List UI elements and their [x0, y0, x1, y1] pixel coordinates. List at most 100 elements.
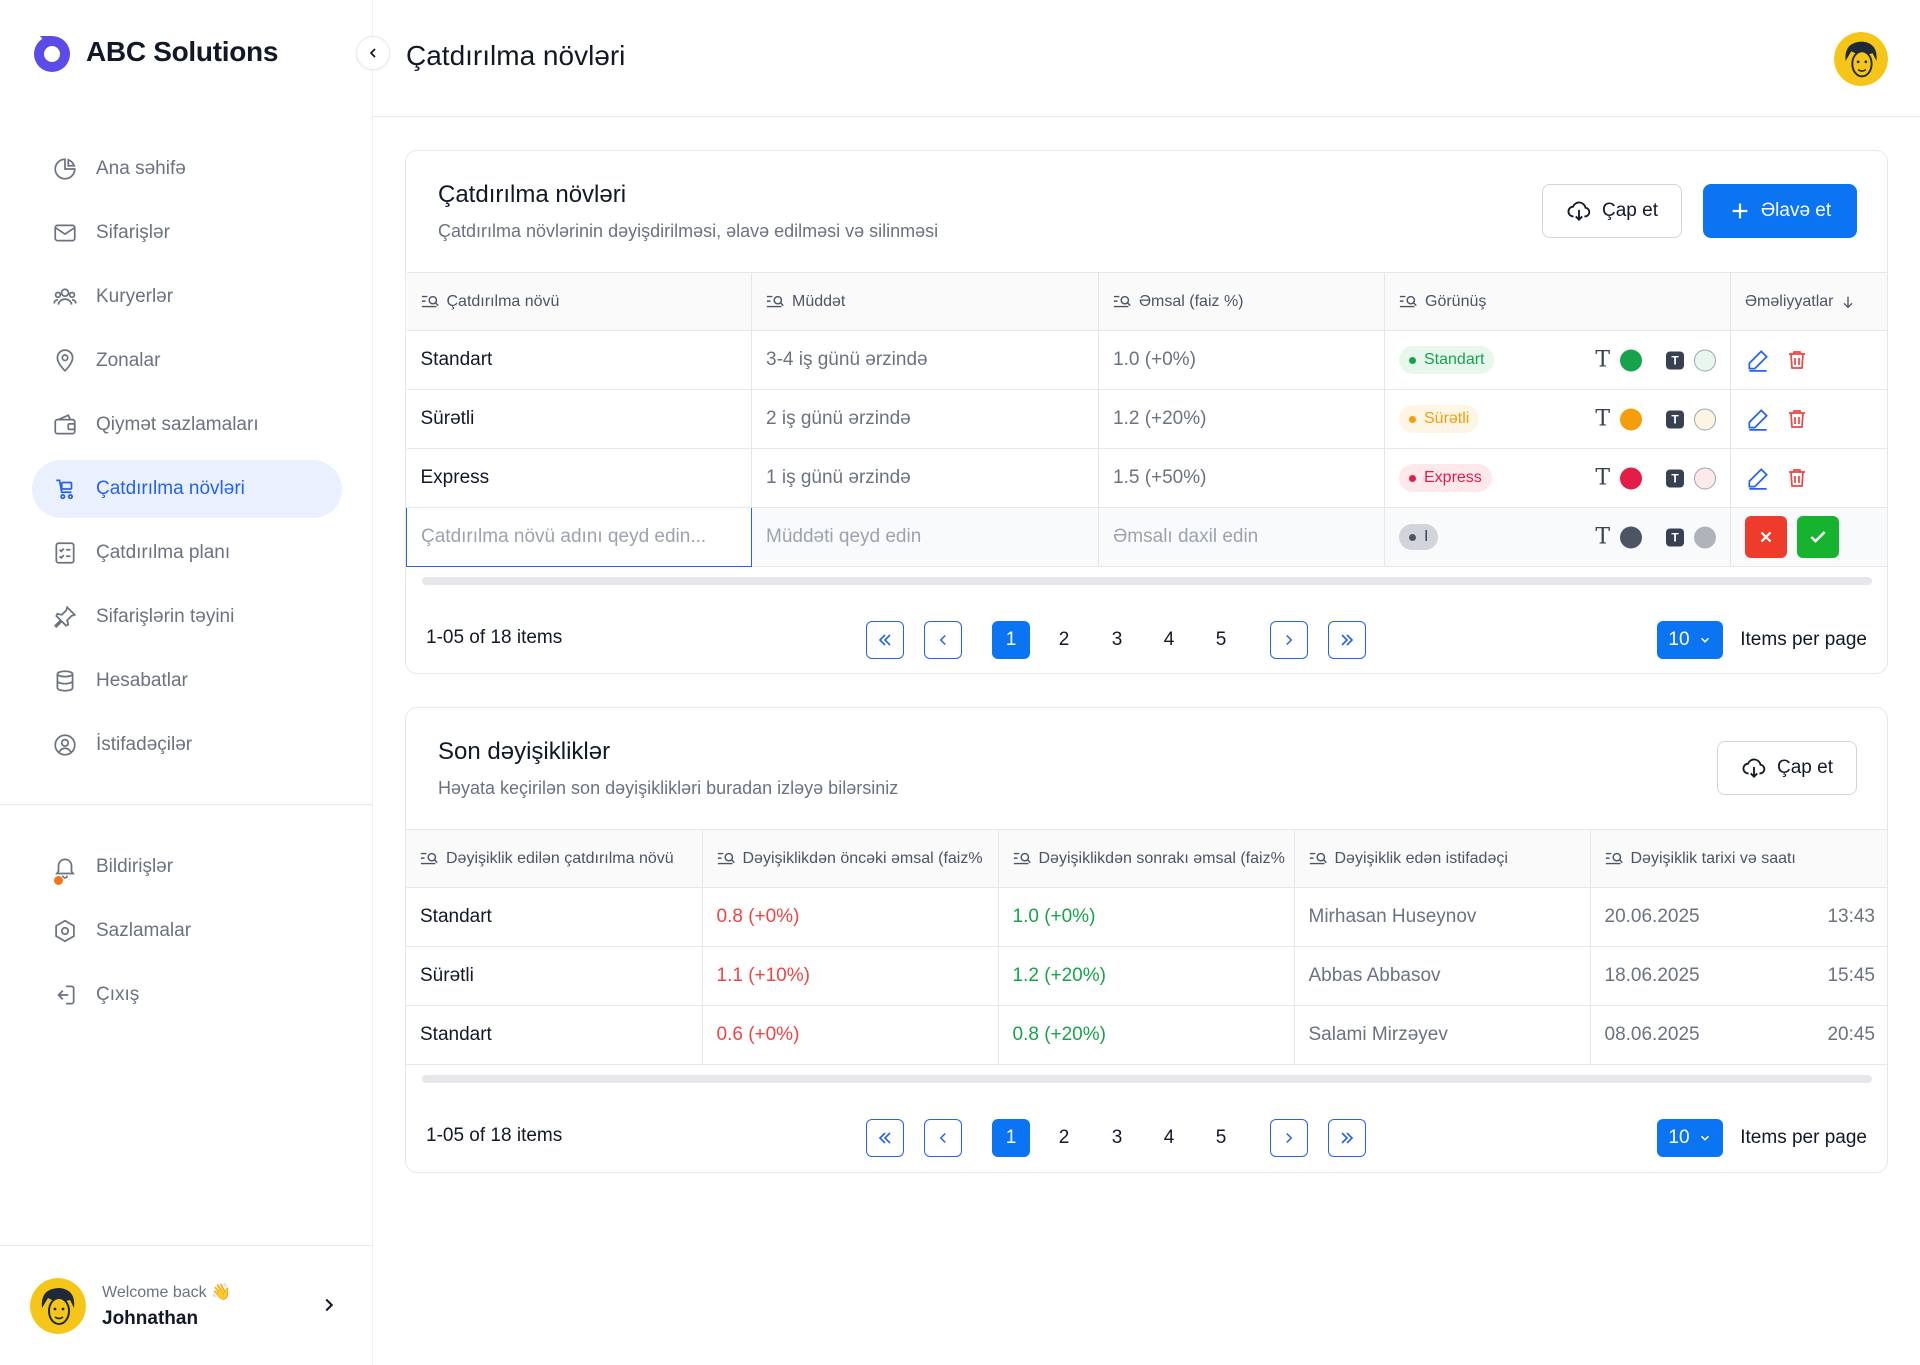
edit-icon[interactable]: [1745, 347, 1771, 373]
column-header[interactable]: Dəyişiklik edilən çatdırılma növü: [406, 829, 703, 888]
brand[interactable]: ABC Solutions: [30, 30, 278, 74]
sidebar-item-home[interactable]: Ana səhifə: [32, 140, 342, 198]
map-pin-icon: [56, 349, 74, 372]
sidebar-item-pricing[interactable]: Qiymət sazlamaları: [32, 396, 342, 454]
sidebar-item-users[interactable]: İstifadəçilər: [32, 716, 342, 774]
page-button[interactable]: 1: [992, 621, 1030, 659]
column-header[interactable]: Əmsal (faiz %): [1098, 272, 1385, 331]
filter-search-icon: [1399, 295, 1417, 307]
bg-color-swatch[interactable]: [1694, 349, 1716, 371]
horizontal-scrollbar[interactable]: [422, 1075, 1872, 1083]
page-button[interactable]: 4: [1163, 629, 1175, 650]
sidebar-collapse-button[interactable]: [356, 36, 390, 70]
first-page-button[interactable]: [866, 621, 904, 659]
sidebar-item-zones[interactable]: Zonalar: [32, 332, 342, 390]
delivery-type-icon: [56, 479, 74, 500]
color-swatches: T T: [1595, 348, 1716, 373]
column-label: Dəyişiklik edilən çatdırılma növü: [446, 849, 674, 867]
sidebar-item-order-assignment[interactable]: Sifarişlərin təyini: [32, 588, 342, 646]
sidebar-item-orders[interactable]: Sifarişlər: [32, 204, 342, 262]
sidebar-item-settings[interactable]: Sazlamalar: [32, 902, 342, 960]
column-header[interactable]: Dəyişiklikdən sonrakı əmsal (faiz%: [998, 829, 1295, 888]
sidebar-item-logout[interactable]: Çıxış: [32, 966, 342, 1024]
column-header[interactable]: Dəyişiklik edən istifadəçi: [1294, 829, 1591, 888]
sidebar-item-reports[interactable]: Hesabatlar: [32, 652, 342, 710]
changed-type: Standart: [406, 887, 703, 947]
bg-color-swatch[interactable]: [1694, 467, 1716, 489]
bg-color-icon: T: [1666, 528, 1684, 546]
coefficient-input[interactable]: [1113, 508, 1384, 566]
name-input-cell: [406, 507, 752, 567]
column-header[interactable]: Əməliyyatlar: [1730, 272, 1887, 331]
text-color-swatch[interactable]: [1620, 408, 1642, 430]
horizontal-scrollbar[interactable]: [422, 577, 1872, 585]
page-button[interactable]: 5: [1215, 1127, 1227, 1148]
trash-icon[interactable]: [1785, 348, 1809, 372]
last-page-button[interactable]: [1328, 1119, 1366, 1157]
change-date: 20.06.2025: [1604, 906, 1700, 927]
page-button[interactable]: 2: [1058, 1127, 1070, 1148]
last-page-button[interactable]: [1328, 621, 1366, 659]
column-header[interactable]: Görünüş: [1384, 272, 1731, 331]
column-label: Müddət: [792, 292, 846, 310]
cloud-download-icon: [1742, 758, 1766, 778]
next-page-button[interactable]: [1270, 621, 1308, 659]
edit-icon[interactable]: [1745, 465, 1771, 491]
confirm-button[interactable]: [1797, 516, 1839, 558]
footer-divider: [0, 1245, 373, 1246]
text-color-swatch[interactable]: [1620, 349, 1642, 371]
column-header[interactable]: Müddət: [751, 272, 1099, 331]
print-button[interactable]: Çap et: [1717, 741, 1857, 795]
sidebar-item-notifications[interactable]: Bildirişlər: [32, 838, 342, 896]
trash-icon[interactable]: [1785, 466, 1809, 490]
plus-icon: [1732, 203, 1748, 219]
page-button[interactable]: 1: [992, 1119, 1030, 1157]
pagination-info: 1-05 of 18 items: [426, 1125, 563, 1146]
items-per-page-select[interactable]: 10: [1657, 1119, 1723, 1157]
add-button[interactable]: Əlavə et: [1703, 184, 1857, 238]
type-name-input[interactable]: [421, 508, 751, 566]
wallet-icon: [54, 414, 76, 435]
chevron-right-icon[interactable]: [318, 1294, 340, 1316]
column-header[interactable]: Dəyişiklik tarixi və saatı: [1590, 829, 1887, 888]
page-button[interactable]: 5: [1215, 629, 1227, 650]
next-page-button[interactable]: [1270, 1119, 1308, 1157]
pagination: 1-05 of 18 items 1 2 3 4 5 10 Items per …: [406, 1107, 1887, 1167]
page-button[interactable]: 2: [1058, 629, 1070, 650]
user-card[interactable]: Welcome back 👋 Johnathan: [30, 1278, 340, 1334]
bg-color-icon: T: [1666, 410, 1684, 428]
bg-color-swatch[interactable]: [1694, 526, 1716, 548]
sidebar-item-delivery-plan[interactable]: Çatdırılma planı: [32, 524, 342, 582]
header-avatar[interactable]: [1834, 32, 1888, 86]
actions-cell: [1730, 507, 1887, 567]
page-button[interactable]: 3: [1111, 1127, 1123, 1148]
print-button[interactable]: Çap et: [1542, 184, 1682, 238]
text-color-swatch[interactable]: [1620, 467, 1642, 489]
sidebar-item-label: Çatdırılma növləri: [96, 478, 245, 499]
column-header[interactable]: Dəyişiklikdən öncəki əmsal (faiz%: [702, 829, 999, 888]
cancel-button[interactable]: [1745, 516, 1787, 558]
notification-dot: [54, 876, 63, 885]
sidebar-item-couriers[interactable]: Kuryerlər: [32, 268, 342, 326]
items-per-page-select[interactable]: 10: [1657, 621, 1723, 659]
column-label: Görünüş: [1425, 292, 1487, 310]
trash-icon[interactable]: [1785, 407, 1809, 431]
page-button[interactable]: 3: [1111, 629, 1123, 650]
page-button[interactable]: 4: [1163, 1127, 1175, 1148]
edit-icon[interactable]: [1745, 406, 1771, 432]
bg-color-swatch[interactable]: [1694, 408, 1716, 430]
sidebar-item-label: Qiymət sazlamaları: [96, 414, 259, 435]
sidebar-item-delivery-types[interactable]: Çatdırılma növləri: [32, 460, 342, 518]
avatar: [30, 1278, 86, 1334]
column-header[interactable]: Çatdırılma növü: [406, 272, 752, 331]
bg-color-icon: T: [1666, 351, 1684, 369]
filter-search-icon: [766, 295, 784, 307]
prev-page-button[interactable]: [924, 1119, 962, 1157]
duration-input[interactable]: [766, 508, 1098, 566]
filter-search-icon: [1013, 852, 1031, 864]
prev-page-button[interactable]: [924, 621, 962, 659]
items-per-page-label: Items per page: [1740, 629, 1867, 650]
text-color-swatch[interactable]: [1620, 526, 1642, 548]
bell-icon: [55, 858, 75, 879]
first-page-button[interactable]: [866, 1119, 904, 1157]
